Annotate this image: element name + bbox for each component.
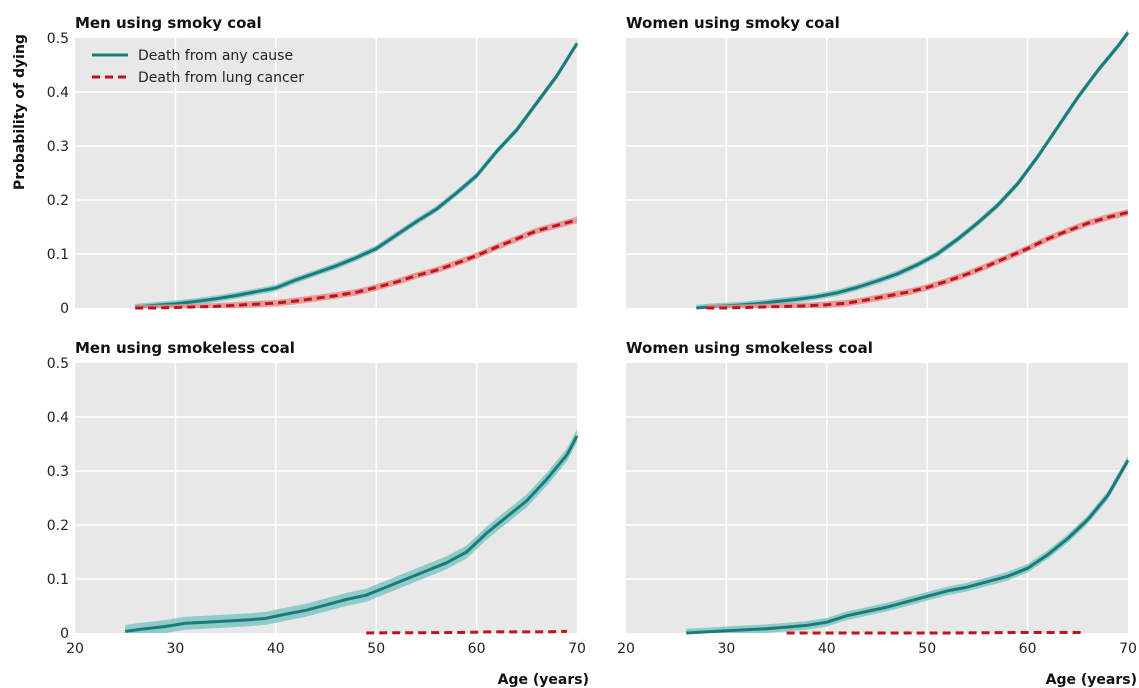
x-axis-title-right: Age (years): [1046, 672, 1137, 688]
any-cause-confidence-band: [686, 455, 1128, 633]
legend-label-lung-cancer: Death from lung cancer: [138, 70, 304, 86]
panel-1: Women using smoky coal: [626, 14, 1130, 310]
y-tick-label: 0.2: [47, 193, 69, 209]
x-tick-label: 20: [66, 641, 84, 657]
x-tick-label: 20: [617, 641, 635, 657]
x-tick-label: 60: [1019, 641, 1037, 657]
y-tick-label: 0.1: [47, 247, 69, 263]
lung-cancer-line: [366, 629, 568, 635]
lung-cancer-confidence-band: [135, 216, 577, 308]
x-axis-title-left: Age (years): [498, 672, 589, 688]
x-tick-label: 40: [818, 641, 836, 657]
legend: Death from any cause Death from lung can…: [92, 48, 304, 86]
y-axis-title: Probability of dying: [12, 34, 28, 190]
lung-cancer-line: [135, 218, 578, 310]
panel-background: [626, 38, 1128, 308]
x-tick-label: 30: [717, 641, 735, 657]
panel-title: Men using smoky coal: [75, 14, 262, 32]
x-tick-label: 40: [267, 641, 285, 657]
x-tick-label: 50: [918, 641, 936, 657]
y-tick-label: 0.2: [47, 518, 69, 534]
any-cause-line: [696, 31, 1130, 310]
x-tick-label: 50: [367, 641, 385, 657]
x-tick-label: 60: [468, 641, 486, 657]
x-tick-label: 70: [1119, 641, 1137, 657]
lung-cancer-line: [706, 210, 1129, 310]
lung-cancer-confidence-band: [706, 209, 1128, 308]
y-tick-label: 0.3: [47, 464, 69, 480]
panel-title: Women using smoky coal: [626, 14, 840, 32]
y-tick-label: 0: [60, 301, 69, 317]
panel-background: [75, 363, 577, 633]
lung-cancer-line: [786, 631, 1083, 635]
panel-background: [75, 38, 577, 308]
panel-background: [626, 363, 1128, 633]
x-tick-label: 70: [568, 641, 586, 657]
panel-0: Men using smoky coal 0 0.1 0.2 0.3 0.4 0.5: [47, 14, 579, 317]
panel-title: Men using smokeless coal: [75, 339, 295, 357]
y-tick-label: 0.3: [47, 139, 69, 155]
y-tick-label: 0.4: [47, 85, 69, 101]
y-tick-label: 0: [60, 626, 69, 642]
y-tick-label: 0.1: [47, 572, 69, 588]
y-tick-label: 0.5: [47, 356, 69, 372]
panel-3: Women using smokeless coal 20 30 40 50 60 70: [617, 339, 1137, 657]
panels: Men using smoky coal 0 0.1 0.2 0.3 0.4 0.5 Wome…: [47, 14, 1137, 657]
panel-title: Women using smokeless coal: [626, 339, 873, 357]
y-tick-label: 0.5: [47, 31, 69, 47]
any-cause-line: [125, 435, 579, 633]
any-cause-line: [686, 459, 1130, 635]
panel-2: Men using smokeless coal 0 0.1 0.2 0.3 0.4 0.5…: [47, 339, 586, 657]
y-tick-label: 0.4: [47, 410, 69, 426]
legend-label-any-cause: Death from any cause: [138, 48, 293, 64]
any-cause-line: [135, 42, 579, 309]
x-tick-label: 30: [166, 641, 184, 657]
